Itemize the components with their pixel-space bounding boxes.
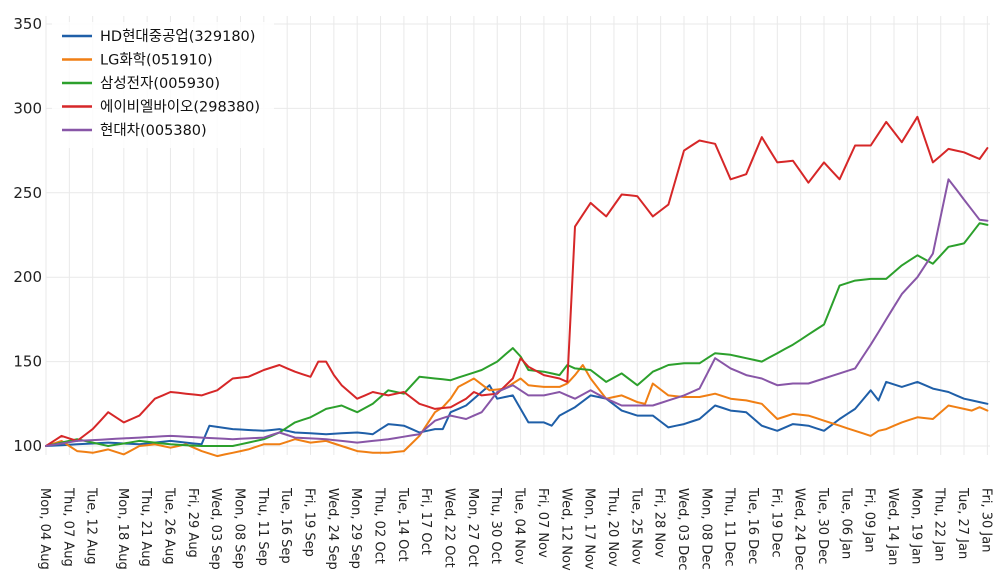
legend-label: 에이비엘바이오(298380) — [100, 99, 260, 116]
x-tick-label: Wed, 03 Sep — [208, 488, 223, 570]
x-tick-label: Thu, 21 Aug — [138, 487, 153, 567]
x-tick-label: Fri, 09 Jan — [862, 488, 877, 552]
x-tick-label: Wed, 24 Dec — [792, 488, 807, 570]
series-line-3 — [45, 222, 989, 447]
x-tick-label: Tue, 12 Aug — [84, 487, 99, 565]
x-tick-label: Fri, 07 Nov — [535, 488, 550, 558]
x-tick-label: Wed, 24 Sep — [325, 488, 340, 570]
x-tick-label: Tue, 25 Nov — [628, 487, 643, 565]
x-tick-label: Tue, 30 Dec — [815, 487, 830, 564]
x-tick-label: Wed, 03 Dec — [675, 488, 690, 570]
x-tick-label: Mon, 08 Sep — [232, 488, 247, 569]
y-tick-label: 350 — [13, 15, 42, 33]
legend-label: HD현대중공업(329180) — [100, 28, 255, 45]
x-tick-label: Tue, 16 Sep — [278, 487, 293, 564]
x-tick-label: Thu, 30 Oct — [488, 487, 503, 564]
x-tick-label: Wed, 12 Nov — [558, 488, 573, 571]
x-tick-label: Wed, 22 Oct — [442, 488, 457, 568]
series-line-1 — [45, 380, 989, 447]
x-tick-label: Mon, 18 Aug — [115, 488, 130, 570]
x-tick-label: Tue, 04 Nov — [512, 487, 527, 565]
x-tick-label: Mon, 27 Oct — [465, 488, 480, 567]
legend-label: 삼성전자(005930) — [100, 75, 220, 92]
x-tick-label: Tue, 14 Oct — [395, 487, 410, 562]
y-tick-label: 300 — [13, 99, 42, 117]
series-line-4 — [45, 115, 989, 447]
x-tick-label: Tue, 27 Jan — [955, 487, 970, 559]
y-tick-label: 100 — [13, 437, 42, 455]
x-tick-label: Mon, 04 Aug — [37, 488, 52, 570]
x-tick-label: Fri, 19 Sep — [302, 488, 317, 557]
legend: HD현대중공업(329180) LG화학(051910) 삼성전자(005930) 에… — [52, 22, 274, 148]
y-tick-label: 150 — [13, 353, 42, 371]
legend-label: 현대차(005380) — [100, 122, 207, 139]
x-tick-label: Thu, 22 Jan — [932, 487, 947, 561]
x-tick-label: Mon, 08 Dec — [698, 488, 713, 570]
x-tick-label: Thu, 20 Nov — [605, 487, 620, 567]
x-tick-label: Fri, 28 Nov — [652, 488, 667, 558]
y-tick-label: 250 — [13, 184, 42, 202]
legend-box — [52, 22, 274, 148]
y-tick-label: 200 — [13, 268, 42, 286]
x-tick-label: Tue, 06 Jan — [838, 487, 853, 559]
series-line-2 — [45, 364, 989, 458]
x-tick-label: Thu, 11 Dec — [722, 487, 737, 567]
x-tick-label: Mon, 17 Nov — [582, 488, 597, 570]
legend-label: LG화학(051910) — [100, 52, 213, 69]
x-tick-label: Fri, 19 Dec — [768, 488, 783, 558]
y-axis-ticks: 100 150 200 250 300 350 — [13, 15, 42, 455]
x-tick-label: Thu, 11 Sep — [255, 487, 270, 566]
x-tick-label: Mon, 29 Sep — [348, 488, 363, 569]
x-tick-label: Fri, 17 Oct — [418, 488, 433, 555]
x-tick-label: Tue, 26 Aug — [161, 487, 176, 565]
series-line-5 — [45, 178, 989, 447]
x-tick-label: Fri, 30 Jan — [978, 488, 993, 552]
series-lines — [45, 115, 989, 458]
x-tick-label: Thu, 02 Oct — [372, 487, 387, 564]
x-tick-label: Mon, 19 Jan — [908, 488, 923, 564]
x-axis-ticks: Mon, 04 Aug Thu, 07 Aug Tue, 12 Aug Mon, 18… — [37, 487, 993, 571]
x-tick-label: Tue, 16 Dec — [745, 487, 760, 564]
x-tick-label: Fri, 29 Aug — [185, 488, 200, 558]
x-tick-label: Thu, 07 Aug — [60, 487, 75, 567]
x-tick-label: Wed, 14 Jan — [885, 488, 900, 565]
